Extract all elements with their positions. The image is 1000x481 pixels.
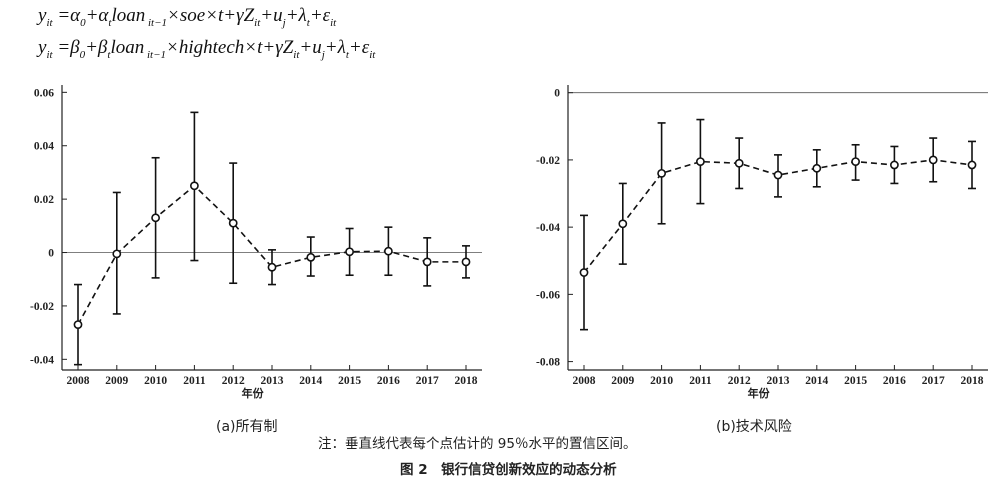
data-point [422, 257, 432, 267]
data-point [228, 218, 238, 228]
x-tick-label: 2014 [805, 375, 828, 387]
data-point [851, 157, 860, 166]
data-point [112, 249, 122, 259]
equation-soe-text: yit =α0+αtloan it−1×soe×t+γZit+uj+λt+εit [38, 5, 337, 29]
x-tick-label: 2008 [67, 375, 90, 387]
data-point [928, 155, 938, 165]
data-point [812, 163, 822, 173]
x-tick-label: 2009 [105, 375, 128, 387]
data-point [345, 247, 354, 257]
data-point [189, 181, 199, 191]
x-tick-label: 2012 [728, 375, 751, 387]
data-point [306, 252, 316, 262]
x-tick-label: 2010 [144, 375, 167, 387]
data-point [734, 158, 744, 168]
figure-title: 图 2 银行信贷创新效应的动态分析 [400, 462, 617, 478]
x-tick-label: 2016 [377, 375, 400, 387]
x-tick-label: 2014 [299, 375, 322, 387]
caption-a: (a)所有制 [216, 419, 278, 435]
chart-ownership: -0.04 -0.02 0 0.02 0.04 0.06 2008 2009 2010 2011 2… [30, 85, 482, 400]
x-axis-title: 年份 [748, 386, 771, 400]
data-point [967, 160, 977, 170]
y-tick-label: 0 [554, 88, 560, 100]
x-tick-label: 2018 [961, 375, 984, 387]
y-tick-label: 0.04 [34, 141, 54, 153]
x-tick-label: 2015 [844, 375, 867, 387]
data-point [73, 320, 83, 330]
data-point [383, 246, 393, 256]
data-point [889, 160, 899, 170]
data-point [773, 170, 783, 180]
x-tick-label: 2017 [416, 375, 439, 387]
x-tick-label: 2018 [455, 375, 478, 387]
equation-hightech: yit =β0+βtloan it−1×hightech×t+γZit+uj+λ… [38, 38, 375, 61]
x-tick-label: 2011 [689, 375, 712, 387]
x-tick-label: 2009 [611, 375, 634, 387]
y-tick-label: 0.06 [34, 87, 54, 99]
data-point [267, 262, 277, 272]
data-point [579, 268, 589, 277]
x-tick-label: 2011 [183, 375, 206, 387]
x-tick-label: 2016 [883, 375, 906, 387]
y-tick-label: -0.02 [536, 155, 560, 167]
y-tick-label: -0.02 [30, 301, 54, 313]
x-axis-title: 年份 [242, 386, 265, 400]
figure-note: 注：垂直线代表每个点估计的 95％水平的置信区间。 [318, 436, 637, 452]
data-point [657, 168, 666, 178]
equation-soe: yit =α0+αtloan it−1×soe×t+γZit+uj+λt+εit [38, 6, 336, 29]
series-line [77, 184, 466, 325]
x-tick-label: 2010 [650, 375, 673, 387]
y-tick-label: 0.02 [34, 194, 54, 206]
x-tick-label: 2017 [922, 375, 945, 387]
y-tick-label: -0.06 [536, 289, 560, 301]
data-point [461, 257, 471, 267]
chart-tech-risk: -0.08 -0.06 -0.04 -0.02 0 2008 2009 2010 2011 201… [536, 85, 988, 400]
x-tick-label: 2013 [261, 375, 284, 387]
x-tick-label: 2015 [338, 375, 361, 387]
y-tick-label: -0.08 [536, 357, 560, 369]
x-tick-label: 2013 [767, 375, 790, 387]
y-tick-label: -0.04 [30, 354, 54, 366]
caption-b: (b)技术风险 [716, 419, 792, 435]
equation-hightech-text: yit =β0+βtloan it−1×hightech×t+γZit+uj+λ… [38, 37, 376, 61]
y-tick-label: 0 [48, 248, 54, 260]
x-tick-label: 2008 [573, 375, 596, 387]
data-point [618, 219, 628, 229]
x-tick-label: 2012 [222, 375, 245, 387]
data-point [695, 157, 705, 166]
y-tick-label: -0.04 [536, 222, 560, 234]
data-point [151, 213, 160, 223]
